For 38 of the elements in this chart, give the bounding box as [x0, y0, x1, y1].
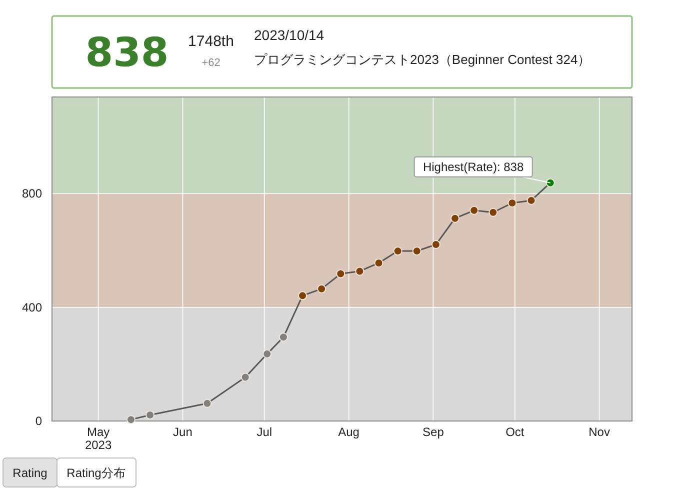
- point: [240, 372, 250, 382]
- x-tick-label: May 2023: [84, 425, 112, 452]
- annotation: Highest(Rate): 838: [422, 160, 524, 174]
- point: [526, 196, 536, 205]
- text: Rating: [12, 466, 48, 480]
- point: [355, 266, 364, 276]
- y-tick-label: 800: [22, 186, 42, 201]
- point: [488, 208, 498, 217]
- point: [393, 246, 402, 256]
- point: [450, 214, 460, 223]
- x-tick-label: Jul: [256, 425, 272, 439]
- text: 2023/10/14: [254, 27, 324, 43]
- point: [317, 284, 326, 294]
- x-tick-label: Jun: [173, 425, 192, 439]
- text: Rating分布: [66, 466, 126, 480]
- point: [126, 415, 136, 424]
- text: プログラミングコンテスト2023（Beginner Contest 324）: [254, 52, 591, 67]
- text: 1748th: [188, 33, 234, 50]
- x-tick-label: Aug: [338, 425, 360, 439]
- x-tick-label: Oct: [506, 425, 525, 439]
- y-tick-label: 400: [22, 300, 42, 314]
- y-tick-label: 0: [35, 414, 42, 428]
- point: [412, 246, 422, 256]
- point: [202, 398, 212, 408]
- point: [336, 269, 346, 278]
- x-tick-label: Sep: [422, 425, 444, 439]
- point: [146, 410, 155, 420]
- point: [374, 258, 384, 268]
- x-tick-label: Nov: [588, 425, 610, 439]
- point: [262, 349, 272, 358]
- text: 838: [85, 30, 169, 76]
- point: [298, 291, 308, 300]
- point: [508, 198, 517, 208]
- text: +62: [202, 57, 220, 69]
- point: [546, 178, 555, 188]
- point: [470, 206, 479, 215]
- point: [278, 332, 288, 342]
- point: [431, 240, 440, 250]
